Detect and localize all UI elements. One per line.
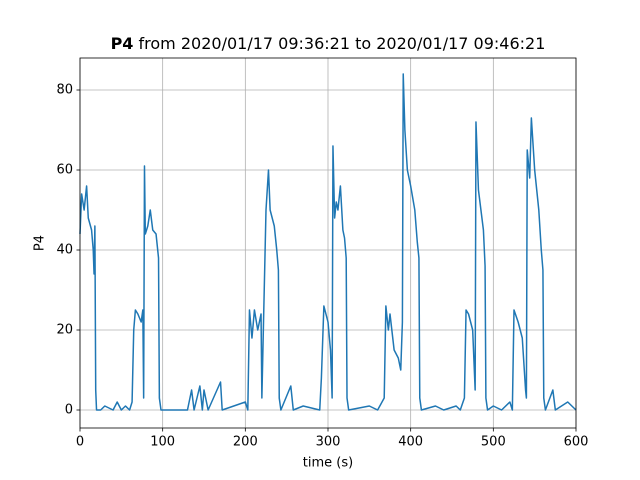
y-tick-label: 80 bbox=[56, 83, 73, 98]
x-tick-label: 0 bbox=[76, 435, 84, 450]
data-line bbox=[79, 73, 577, 411]
x-tick-label: 600 bbox=[564, 435, 589, 450]
x-tick-label: 400 bbox=[398, 435, 423, 450]
y-tick-label: 60 bbox=[56, 163, 73, 178]
x-tick-label: 300 bbox=[316, 435, 341, 450]
x-axis-label: time (s) bbox=[303, 456, 353, 471]
x-tick-label: 500 bbox=[481, 435, 506, 450]
y-tick-label: 20 bbox=[56, 323, 73, 338]
title-text: from 2020/01/17 09:36:21 to 2020/01/17 0… bbox=[139, 34, 546, 53]
plot-frame bbox=[79, 57, 577, 429]
title-bold: P4 bbox=[111, 34, 134, 53]
x-tick-label: 200 bbox=[233, 435, 258, 450]
y-tick-label: 40 bbox=[56, 243, 73, 258]
y-axis-label: P4 bbox=[33, 235, 48, 251]
chart-title: P4 from 2020/01/17 09:36:21 to 2020/01/1… bbox=[111, 34, 546, 53]
y-tick-label: 0 bbox=[65, 403, 73, 418]
x-tick-label: 100 bbox=[150, 435, 175, 450]
